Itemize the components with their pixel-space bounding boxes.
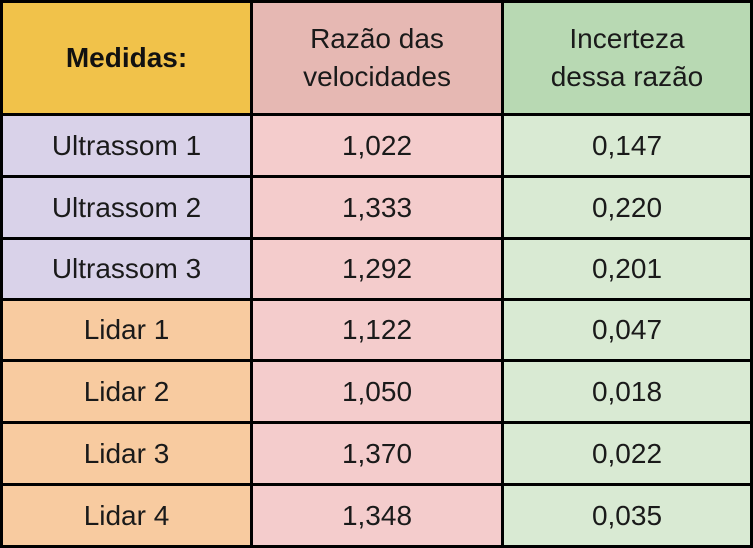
row-name-cell: Ultrassom 2 [3, 178, 250, 237]
row-uncertainty-cell: 0,022 [504, 424, 750, 483]
row-ratio-cell: 1,370 [253, 424, 501, 483]
row-uncertainty-cell: 0,220 [504, 178, 750, 237]
row-ratio-cell: 1,050 [253, 362, 501, 421]
row-ratio-cell: 1,292 [253, 240, 501, 298]
row-name-cell: Lidar 3 [3, 424, 250, 483]
row-uncertainty-cell: 0,147 [504, 116, 750, 175]
row-ratio-cell: 1,022 [253, 116, 501, 175]
row-ratio-cell: 1,122 [253, 301, 501, 359]
row-uncertainty-cell: 0,035 [504, 486, 750, 545]
row-name-cell: Ultrassom 1 [3, 116, 250, 175]
row-uncertainty-cell: 0,047 [504, 301, 750, 359]
header-ratio: Razão das velocidades [253, 3, 501, 113]
row-ratio-cell: 1,348 [253, 486, 501, 545]
header-medidas: Medidas: [3, 3, 250, 113]
row-uncertainty-cell: 0,201 [504, 240, 750, 298]
row-ratio-cell: 1,333 [253, 178, 501, 237]
row-name-cell: Ultrassom 3 [3, 240, 250, 298]
row-name-cell: Lidar 2 [3, 362, 250, 421]
row-name-cell: Lidar 1 [3, 301, 250, 359]
row-uncertainty-cell: 0,018 [504, 362, 750, 421]
row-name-cell: Lidar 4 [3, 486, 250, 545]
header-uncertainty: Incerteza dessa razão [504, 3, 750, 113]
